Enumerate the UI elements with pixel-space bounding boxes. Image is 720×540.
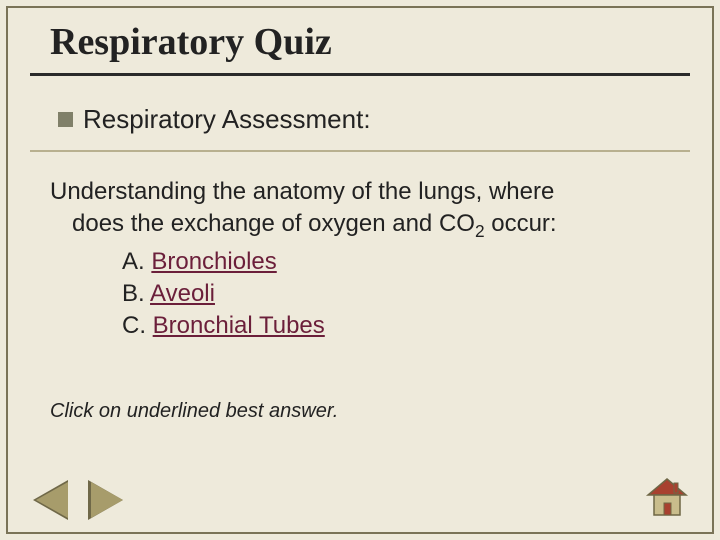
answer-link-c[interactable]: Bronchial Tubes xyxy=(153,312,325,339)
subtitle-row: Respiratory Assessment: xyxy=(58,104,371,135)
instruction-text: Click on underlined best answer. xyxy=(50,400,338,423)
question-block: Understanding the anatomy of the lungs, … xyxy=(50,176,670,343)
answer-letter: C. xyxy=(122,312,146,339)
subtitle-text: Respiratory Assessment: xyxy=(83,104,371,135)
question-subscript: 2 xyxy=(475,221,485,241)
title-divider xyxy=(30,73,690,76)
arrow-right-icon xyxy=(91,482,123,518)
prev-button[interactable] xyxy=(36,482,71,522)
arrow-left-icon xyxy=(36,482,68,518)
answer-link-b[interactable]: Aveoli xyxy=(150,280,215,307)
next-button[interactable] xyxy=(88,482,123,522)
answer-row: C. Bronchial Tubes xyxy=(122,310,670,342)
question-line-2: does the exchange of oxygen and CO2 occu… xyxy=(50,208,670,243)
bullet-square-icon xyxy=(58,112,73,127)
answers-list: A. Bronchioles B. Aveoli C. Bronchial Tu… xyxy=(50,246,670,343)
page-title: Respiratory Quiz xyxy=(50,20,332,64)
answer-letter: B. xyxy=(122,280,145,307)
home-button[interactable] xyxy=(644,475,690,526)
answer-link-a[interactable]: Bronchioles xyxy=(151,248,276,275)
question-line-2-post: occur: xyxy=(485,210,557,237)
question-line-1: Understanding the anatomy of the lungs, … xyxy=(50,176,670,208)
home-icon xyxy=(644,475,690,521)
question-line-2-pre: does the exchange of oxygen and CO xyxy=(72,210,475,237)
answer-letter: A. xyxy=(122,248,145,275)
answer-row: A. Bronchioles xyxy=(122,246,670,278)
section-divider xyxy=(30,150,690,152)
answer-row: B. Aveoli xyxy=(122,278,670,310)
